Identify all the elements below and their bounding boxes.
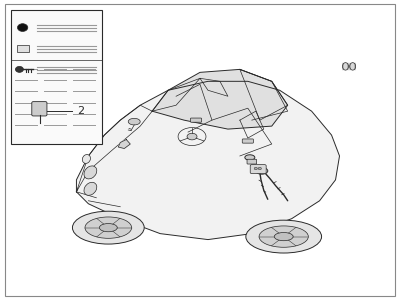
- Ellipse shape: [246, 220, 322, 253]
- Ellipse shape: [259, 226, 308, 247]
- Ellipse shape: [187, 133, 197, 140]
- Ellipse shape: [350, 63, 356, 70]
- Circle shape: [18, 24, 28, 32]
- Ellipse shape: [84, 166, 97, 179]
- FancyBboxPatch shape: [11, 10, 102, 144]
- Ellipse shape: [72, 211, 144, 244]
- FancyBboxPatch shape: [32, 102, 47, 116]
- Circle shape: [254, 167, 258, 170]
- Ellipse shape: [82, 154, 90, 164]
- FancyBboxPatch shape: [247, 159, 257, 164]
- Polygon shape: [76, 81, 340, 240]
- Circle shape: [16, 66, 24, 72]
- Polygon shape: [76, 105, 152, 192]
- Ellipse shape: [342, 63, 348, 70]
- FancyBboxPatch shape: [242, 139, 254, 143]
- FancyBboxPatch shape: [190, 118, 202, 122]
- Ellipse shape: [84, 182, 97, 195]
- Polygon shape: [152, 69, 288, 129]
- FancyBboxPatch shape: [5, 4, 395, 296]
- Ellipse shape: [99, 224, 117, 232]
- FancyBboxPatch shape: [250, 165, 266, 174]
- FancyBboxPatch shape: [17, 46, 29, 52]
- Ellipse shape: [85, 217, 132, 238]
- Ellipse shape: [245, 155, 255, 160]
- Text: 2: 2: [77, 106, 84, 116]
- Ellipse shape: [274, 232, 293, 241]
- Polygon shape: [118, 140, 130, 148]
- Ellipse shape: [128, 118, 140, 125]
- Circle shape: [258, 167, 261, 170]
